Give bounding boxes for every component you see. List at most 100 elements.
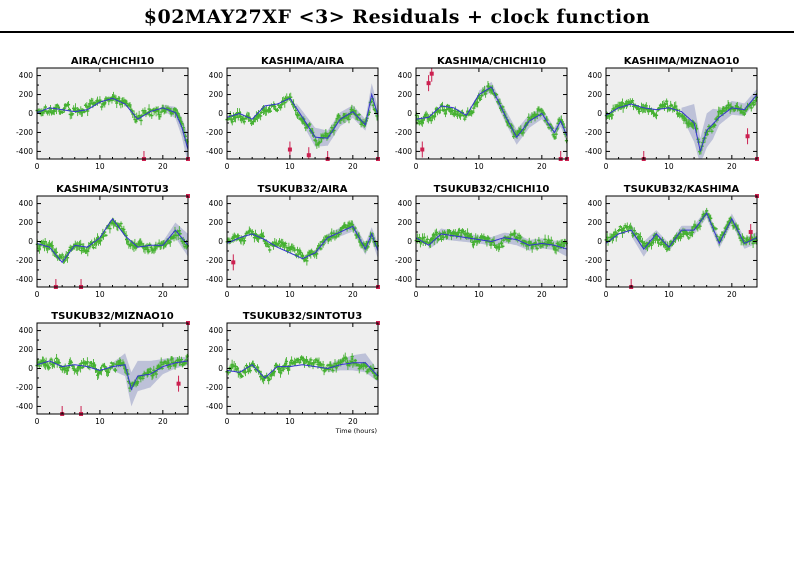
y-tick-label: -200 — [16, 383, 33, 392]
residual-point — [180, 121, 184, 127]
x-tick-label: 10 — [664, 162, 674, 171]
residual-point — [698, 222, 702, 231]
page-title: $02MAY27XF <3> Residuals + clock functio… — [143, 6, 651, 28]
y-tick-label: 200 — [209, 218, 224, 227]
residual-point — [230, 117, 234, 126]
residual-point — [104, 233, 108, 237]
residual-point — [172, 234, 176, 242]
residual-point — [564, 138, 569, 144]
residual-point — [364, 364, 369, 369]
x-tick-label: 10 — [474, 290, 484, 299]
residual-point — [438, 106, 442, 114]
panel-title: TSUKUB32/KASHIMA — [624, 184, 740, 195]
residual-point — [86, 246, 90, 257]
outlier-marker — [429, 71, 434, 76]
residual-point — [298, 249, 303, 256]
y-tick-label: -200 — [16, 128, 33, 137]
residual-point — [632, 227, 636, 235]
residual-point — [459, 232, 463, 240]
outlier-point — [287, 141, 292, 158]
residual-point — [657, 237, 662, 242]
residual-point — [422, 233, 426, 242]
x-tick-label: 0 — [35, 162, 40, 171]
y-tick-label: 400 — [19, 326, 34, 335]
residual-point — [437, 237, 441, 242]
residual-point — [293, 247, 297, 253]
residual-point — [275, 108, 280, 113]
residual-point — [248, 227, 252, 233]
residual-point — [685, 231, 690, 238]
residual-point — [85, 357, 89, 367]
x-tick-label: 0 — [414, 290, 419, 299]
residual-point — [429, 117, 433, 124]
residual-point — [248, 367, 252, 374]
outlier-marker — [745, 134, 750, 139]
residual-point — [476, 97, 480, 108]
residual-point — [284, 241, 288, 246]
residual-point — [752, 103, 756, 107]
y-tick-label: 400 — [209, 71, 224, 80]
x-tick-label: 0 — [35, 290, 40, 299]
residual-point — [66, 101, 71, 109]
residual-point — [229, 364, 234, 372]
residual-point — [463, 116, 467, 122]
outlier-point — [306, 147, 311, 159]
x-tick-label: 20 — [727, 290, 737, 299]
y-tick-label: 0 — [218, 237, 223, 246]
residual-point — [637, 108, 641, 115]
residual-point — [441, 233, 445, 241]
x-tick-label: 20 — [348, 162, 358, 171]
residual-point — [622, 227, 626, 235]
residual-point — [50, 240, 54, 251]
outlier-marker — [426, 81, 431, 86]
x-tick-label: 0 — [35, 417, 40, 426]
residual-point — [236, 114, 240, 121]
residual-point — [128, 102, 132, 108]
residual-point — [654, 111, 659, 120]
residual-point — [118, 223, 122, 229]
residual-point — [136, 377, 140, 386]
clock-function-line — [226, 362, 379, 379]
outlier-point — [426, 75, 431, 92]
y-tick-label: -200 — [16, 256, 33, 265]
residual-point — [469, 232, 473, 241]
residual-point — [450, 107, 454, 114]
x-tick-label: 10 — [285, 162, 295, 171]
residual-point — [425, 235, 429, 244]
residual-point — [283, 97, 287, 108]
residual-point — [168, 237, 172, 247]
residual-point — [742, 112, 746, 117]
residual-point — [656, 239, 661, 247]
y-tick-label: 400 — [588, 199, 603, 208]
residual-point — [250, 229, 254, 235]
residual-point — [713, 122, 717, 129]
x-tick-label: 20 — [348, 290, 358, 299]
clock-function-line — [226, 92, 379, 139]
y-tick-label: 400 — [209, 326, 224, 335]
residual-point — [266, 244, 270, 249]
y-tick-label: 400 — [398, 199, 413, 208]
outlier-marker — [231, 260, 236, 265]
residual-point — [640, 237, 645, 247]
residual-point — [246, 368, 250, 375]
residual-point — [313, 359, 317, 365]
x-tick-label: 10 — [474, 162, 484, 171]
y-tick-label: 200 — [588, 90, 603, 99]
residual-point — [554, 245, 558, 255]
residual-point — [434, 228, 439, 237]
residual-point — [141, 376, 145, 381]
residual-point — [319, 247, 323, 251]
residual-point — [147, 249, 151, 254]
residual-point — [689, 233, 693, 238]
residual-point — [277, 103, 281, 107]
residual-point — [537, 106, 541, 113]
residual-point — [540, 108, 544, 113]
residual-point — [357, 113, 361, 117]
residual-point — [749, 104, 753, 112]
residual-point — [272, 366, 276, 377]
panel-title: KASHIMA/SINTOTU3 — [56, 184, 169, 195]
residual-point — [687, 235, 691, 241]
